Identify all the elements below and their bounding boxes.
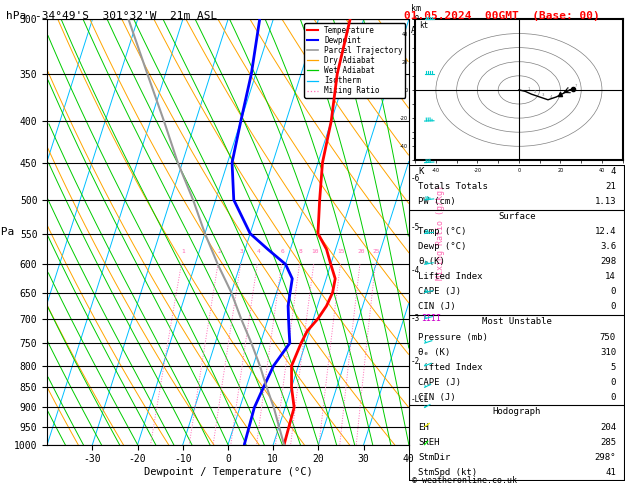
Text: 2: 2 bbox=[218, 249, 221, 254]
Text: Temp (°C): Temp (°C) bbox=[418, 227, 467, 236]
Text: -8: -8 bbox=[411, 15, 420, 24]
Text: 1.13: 1.13 bbox=[594, 197, 616, 206]
Text: 4: 4 bbox=[550, 95, 552, 99]
Text: K: K bbox=[418, 167, 423, 176]
Text: -5: -5 bbox=[411, 223, 420, 231]
Text: -34°49'S  301°32'W  21m ASL: -34°49'S 301°32'W 21m ASL bbox=[35, 11, 217, 21]
Text: 2: 2 bbox=[533, 90, 536, 94]
Text: 10: 10 bbox=[311, 249, 319, 254]
Text: IIII: IIII bbox=[421, 314, 442, 323]
Text: Dewp (°C): Dewp (°C) bbox=[418, 242, 467, 251]
Text: 3: 3 bbox=[240, 249, 244, 254]
Text: 204: 204 bbox=[600, 423, 616, 432]
Text: θₑ(K): θₑ(K) bbox=[418, 257, 445, 266]
Text: hPa: hPa bbox=[0, 227, 14, 237]
Text: © weatheronline.co.uk: © weatheronline.co.uk bbox=[412, 476, 517, 485]
Text: CAPE (J): CAPE (J) bbox=[418, 378, 461, 387]
Text: -4: -4 bbox=[411, 266, 420, 275]
Text: 0: 0 bbox=[611, 378, 616, 387]
Text: 0: 0 bbox=[611, 287, 616, 296]
Text: CAPE (J): CAPE (J) bbox=[418, 287, 461, 296]
Text: -6: -6 bbox=[411, 174, 420, 183]
Text: 12.4: 12.4 bbox=[594, 227, 616, 236]
Text: 21: 21 bbox=[605, 182, 616, 191]
Text: 7: 7 bbox=[575, 84, 577, 88]
Text: Lifted Index: Lifted Index bbox=[418, 272, 482, 281]
Text: 5: 5 bbox=[611, 363, 616, 372]
Text: 4: 4 bbox=[611, 167, 616, 176]
Text: 15: 15 bbox=[338, 249, 345, 254]
Text: 20: 20 bbox=[357, 249, 365, 254]
Text: km: km bbox=[411, 4, 421, 13]
Text: EH: EH bbox=[418, 423, 429, 432]
Text: CIN (J): CIN (J) bbox=[418, 302, 455, 312]
Text: 3.6: 3.6 bbox=[600, 242, 616, 251]
Text: PW (cm): PW (cm) bbox=[418, 197, 455, 206]
Text: 5: 5 bbox=[559, 92, 561, 97]
Text: 310: 310 bbox=[600, 347, 616, 357]
Text: 6: 6 bbox=[567, 88, 569, 92]
Legend: Temperature, Dewpoint, Parcel Trajectory, Dry Adiabat, Wet Adiabat, Isotherm, Mi: Temperature, Dewpoint, Parcel Trajectory… bbox=[304, 23, 405, 98]
Text: Most Unstable: Most Unstable bbox=[482, 317, 552, 326]
Text: 1: 1 bbox=[181, 249, 185, 254]
Text: 298: 298 bbox=[600, 257, 616, 266]
Text: 25: 25 bbox=[372, 249, 380, 254]
Text: θₑ (K): θₑ (K) bbox=[418, 347, 450, 357]
Text: 6: 6 bbox=[281, 249, 285, 254]
Text: Mixing Ratio (g/kg): Mixing Ratio (g/kg) bbox=[436, 185, 445, 279]
Text: StmSpd (kt): StmSpd (kt) bbox=[418, 468, 477, 477]
Text: SREH: SREH bbox=[418, 438, 440, 447]
Text: 750: 750 bbox=[600, 332, 616, 342]
Text: 4: 4 bbox=[257, 249, 260, 254]
Text: ASL: ASL bbox=[411, 26, 426, 35]
Text: 0: 0 bbox=[611, 393, 616, 402]
Text: Lifted Index: Lifted Index bbox=[418, 363, 482, 372]
Text: 14: 14 bbox=[605, 272, 616, 281]
Text: -2: -2 bbox=[411, 357, 420, 366]
Text: CIN (J): CIN (J) bbox=[418, 393, 455, 402]
Text: Surface: Surface bbox=[498, 212, 536, 221]
Text: Hodograph: Hodograph bbox=[493, 407, 541, 417]
Text: -LCL: -LCL bbox=[411, 395, 429, 404]
Text: 1: 1 bbox=[527, 87, 530, 91]
Text: Totals Totals: Totals Totals bbox=[418, 182, 488, 191]
Text: Pressure (mb): Pressure (mb) bbox=[418, 332, 488, 342]
Text: kt: kt bbox=[420, 21, 428, 30]
Text: 0: 0 bbox=[611, 302, 616, 312]
Text: 41: 41 bbox=[605, 468, 616, 477]
Text: -7: -7 bbox=[411, 134, 420, 143]
X-axis label: Dewpoint / Temperature (°C): Dewpoint / Temperature (°C) bbox=[143, 467, 313, 477]
Text: 3: 3 bbox=[542, 92, 544, 97]
Text: 285: 285 bbox=[600, 438, 616, 447]
Text: 01.05.2024  00GMT  (Base: 00): 01.05.2024 00GMT (Base: 00) bbox=[404, 11, 600, 21]
Text: -3: -3 bbox=[411, 314, 420, 323]
Text: hPa: hPa bbox=[6, 11, 26, 21]
Text: 298°: 298° bbox=[594, 453, 616, 462]
Text: 8: 8 bbox=[299, 249, 303, 254]
Text: StmDir: StmDir bbox=[418, 453, 450, 462]
